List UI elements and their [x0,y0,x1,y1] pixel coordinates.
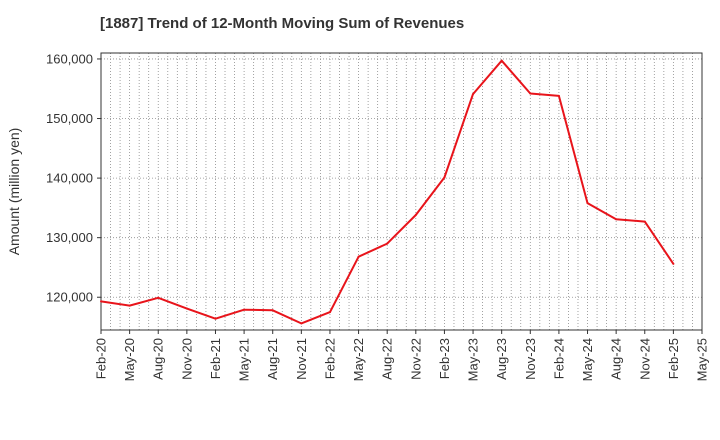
data-point [472,93,474,96]
x-tick-label: May-25 [695,338,710,381]
x-tick-label: Aug-22 [380,338,395,380]
series-line [100,59,675,325]
x-tick-label: Aug-23 [494,338,509,380]
data-point [500,59,503,62]
data-point [557,94,560,97]
x-tick-label: Nov-21 [294,338,309,380]
x-tick-label: Nov-23 [523,338,538,380]
x-tick-label: Feb-20 [94,338,109,379]
x-tick-label: Aug-20 [151,338,166,380]
data-point [414,214,417,216]
data-point [271,309,274,312]
data-point [243,308,246,311]
data-point [443,176,446,179]
data-point [529,92,532,95]
x-tick-label: May-20 [122,338,137,381]
series-layer [100,59,675,325]
data-point [157,296,160,299]
x-tick-label: May-22 [351,338,366,381]
data-point [357,255,360,258]
x-tick-label: May-23 [466,338,481,381]
x-tick-label: Aug-21 [265,338,280,380]
y-axis-label: Amount (million yen) [6,128,22,256]
x-tick-label: Nov-20 [179,338,194,380]
x-tick-label: May-21 [237,338,252,381]
x-tick-label: Feb-23 [437,338,452,379]
data-point [214,317,217,320]
x-tick-label: Feb-22 [322,338,337,379]
x-tick-label: Feb-21 [208,338,223,379]
y-tick-label: 160,000 [46,51,93,66]
data-point [128,304,131,307]
data-point [100,300,102,303]
y-tick-label: 140,000 [46,171,93,186]
y-tick-label: 120,000 [46,290,93,305]
data-point [386,242,389,245]
x-tick-label: May-24 [580,338,595,381]
x-ticks: Feb-20 May-20 Aug-20 Nov-20 Feb-21 May-21 Aug-… [94,330,710,381]
y-ticks: 120,000 130,000 140,000 150,000 160,000 [46,51,101,305]
chart-title: [1887] Trend of 12-Month Moving Sum of R… [100,15,465,32]
plot-frame [100,52,703,331]
data-point [672,262,675,265]
y-tick-label: 130,000 [46,230,93,245]
x-tick-label: Feb-24 [551,338,566,379]
data-point [615,218,618,221]
x-tick-label: Nov-22 [408,338,423,380]
data-point [643,220,646,223]
grid-layer [100,53,703,330]
x-tick-label: Aug-24 [609,338,624,380]
x-tick-label: Nov-24 [637,338,652,380]
data-point [586,202,589,205]
x-tick-label: Feb-25 [666,338,681,379]
data-point [300,322,303,325]
data-point [185,307,188,310]
data-point [329,311,331,314]
y-tick-label: 150,000 [46,111,93,126]
